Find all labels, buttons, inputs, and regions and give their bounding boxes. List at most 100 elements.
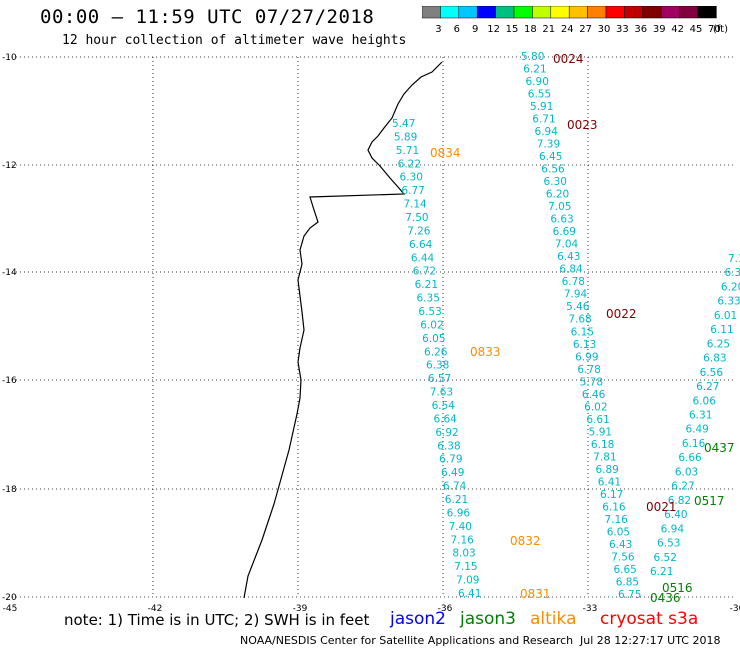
track-east-values: 6.21 6.52 6.53 6.94 6.40 6.82 6.27 6.03 6.66 6.16…: [650, 253, 740, 578]
wave-height-value: 6.74: [443, 481, 467, 493]
wave-height-value: 6.03: [675, 466, 698, 478]
legend-jason3: jason3: [460, 609, 516, 629]
wave-height-value: 6.31: [724, 267, 740, 279]
wave-height-value: 6.55: [528, 89, 551, 101]
latitude-label: -16: [2, 376, 17, 386]
wave-height-value: 6.56: [541, 164, 565, 176]
wave-height-value: 6.89: [595, 464, 618, 476]
wave-height-value: 6.54: [432, 400, 456, 412]
longitude-label: -36: [438, 604, 453, 614]
wave-height-value: 6.31: [689, 410, 712, 422]
wave-height-value: 6.83: [703, 353, 726, 365]
colorbar-label: 33: [616, 24, 629, 35]
map-note: note: 1) Time is in UTC; 2) SWH is in fe…: [64, 611, 370, 629]
colorbar-label: 21: [542, 24, 555, 35]
legend-cryosat: cryosat s3a: [600, 609, 699, 629]
colorbar-label: 15: [506, 24, 519, 35]
latitude-label: -12: [2, 161, 17, 171]
wave-height-value: 6.43: [609, 539, 632, 551]
pass-time-label: 0021: [646, 500, 677, 514]
wave-height-value: 6.56: [700, 367, 724, 379]
wave-height-value: 6.21: [445, 494, 468, 506]
wave-height-value: 6.38: [437, 440, 460, 452]
map-subtitle: 12 hour collection of altimeter wave hei…: [62, 33, 407, 48]
wave-height-value: 6.02: [420, 319, 443, 331]
wave-height-value: 6.72: [413, 266, 436, 278]
wave-height-value: 6.69: [553, 226, 576, 238]
wave-height-value: 6.77: [401, 185, 424, 197]
colorbar-label: 42: [671, 24, 684, 35]
wave-height-value: 6.20: [546, 189, 569, 201]
wave-height-value: 7.94: [564, 289, 588, 301]
wave-height-value: 7.39: [537, 139, 560, 151]
wave-height-value: 6.16: [682, 438, 706, 450]
colorbar-unit: (ft): [713, 24, 728, 35]
wave-height-value: 6.92: [435, 427, 458, 439]
wave-height-value: 6.57: [428, 373, 451, 385]
wave-height-value: 7.16: [450, 534, 474, 546]
wave-height-value: 6.05: [607, 526, 630, 538]
wave-height-value: 6.25: [707, 338, 730, 350]
wave-height-value: 8.03: [452, 548, 475, 560]
wave-height-value: 6.41: [598, 476, 621, 488]
wave-height-value: 6.05: [422, 333, 445, 345]
wave-height-value: 6.26: [424, 346, 448, 358]
wave-height-value: 6.17: [600, 489, 623, 501]
wave-height-value: 6.11: [710, 324, 733, 336]
wave-height-value: 6.49: [441, 467, 464, 479]
wave-height-value: 5.80: [521, 51, 544, 63]
pass-time-label: 0831: [520, 587, 551, 601]
wave-height-value: 6.94: [535, 126, 559, 138]
wave-height-value: 7.50: [405, 212, 428, 224]
credit-line: NOAA/NESDIS Center for Satellite Applica…: [240, 634, 574, 647]
pass-time-label: 0024: [553, 52, 584, 66]
wave-height-value: 6.65: [613, 564, 636, 576]
wave-height-value: 6.15: [571, 326, 594, 338]
wave-height-value: 7.56: [611, 551, 635, 563]
wave-height-value: 7.05: [548, 201, 571, 213]
colorbar-label: 30: [598, 24, 611, 35]
pass-time-label: 0437: [704, 441, 735, 455]
wave-height-value: 6.71: [532, 114, 555, 126]
wave-height-value: 6.64: [433, 413, 457, 425]
wave-height-value: 7.81: [593, 451, 616, 463]
colorbar-label: 39: [653, 24, 666, 35]
wave-height-value: 6.49: [685, 424, 708, 436]
colorbar-label: 12: [487, 24, 500, 35]
wave-height-value: 7.40: [449, 521, 472, 533]
colorbar-label: 24: [561, 24, 574, 35]
wave-height-value: 6.30: [544, 176, 567, 188]
pass-time-label: 0022: [606, 307, 637, 321]
wave-height-value: 5.78: [580, 376, 603, 388]
wave-height-value: 6.22: [398, 158, 421, 170]
longitude-label: -39: [293, 604, 308, 614]
latitude-label: -20: [2, 593, 17, 603]
axis-tick-labels: -45 -42 -39 -36 -33 -30 -10 -12 -14 -16 -18 -20: [2, 53, 740, 614]
colorbar-label: 18: [524, 24, 537, 35]
wave-height-value: 6.06: [693, 395, 717, 407]
wave-height-value: 6.45: [539, 151, 562, 163]
legend-altika: altika: [530, 609, 577, 629]
wave-height-value: 6.44: [411, 252, 435, 264]
wave-height-value: 6.53: [418, 306, 441, 318]
wave-height-value: 6.43: [557, 251, 580, 263]
pass-time-labels: 0024 0023 0022 0021 0834 0833 0832 0831 0437 0517…: [430, 52, 735, 605]
wave-height-value: 6.18: [591, 439, 614, 451]
wave-height-value: 6.53: [657, 538, 680, 550]
credit-date: Jul 28 12:27:17 UTC 2018: [580, 634, 721, 647]
wave-height-value: 6.33: [717, 296, 740, 308]
wave-height-value: 6.41: [458, 588, 481, 600]
wave-height-value: 6.94: [661, 523, 685, 535]
wave-height-value: 6.64: [409, 239, 433, 251]
wave-height-value: 6.96: [447, 507, 471, 519]
wave-height-value: 6.16: [602, 501, 626, 513]
latitude-label: -18: [2, 485, 17, 495]
longitude-label: -42: [148, 604, 163, 614]
legend-jason2: jason2: [390, 609, 446, 629]
colorbar-label: 6: [454, 24, 460, 35]
wave-height-value: 7.1: [728, 253, 740, 265]
wave-height-value: 5.71: [396, 145, 419, 157]
wave-height-value: 7.09: [456, 575, 479, 587]
wave-height-value: 6.21: [415, 279, 438, 291]
wave-height-value: 6.13: [573, 339, 596, 351]
